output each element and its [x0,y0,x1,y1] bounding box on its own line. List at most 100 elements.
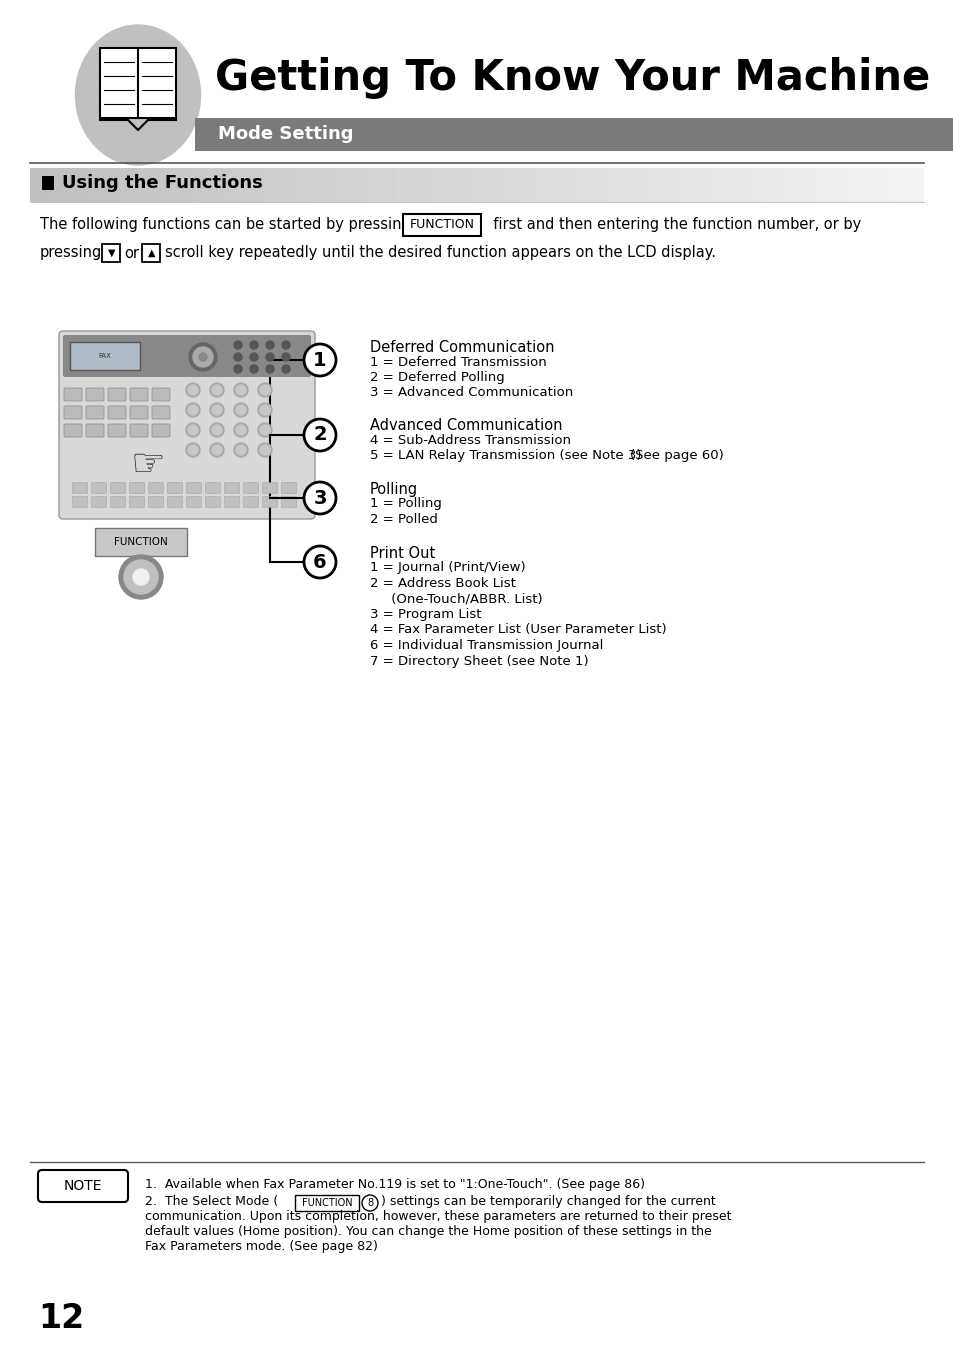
Text: Deferred Communication: Deferred Communication [370,340,554,355]
Circle shape [282,353,290,361]
FancyBboxPatch shape [86,388,104,401]
Circle shape [250,365,257,373]
FancyBboxPatch shape [63,335,311,377]
FancyBboxPatch shape [111,482,126,493]
Circle shape [282,365,290,373]
Circle shape [188,405,198,415]
Circle shape [212,405,222,415]
Text: 1 = Polling: 1 = Polling [370,497,441,511]
Circle shape [304,546,335,578]
Text: The following functions can be started by pressing: The following functions can be started b… [40,218,411,232]
FancyBboxPatch shape [281,497,296,508]
Text: 1 = Deferred Transmission: 1 = Deferred Transmission [370,355,546,369]
FancyBboxPatch shape [152,407,170,419]
Circle shape [266,340,274,349]
Circle shape [233,443,248,457]
Circle shape [132,569,149,585]
Circle shape [235,444,246,455]
Circle shape [235,426,246,435]
FancyBboxPatch shape [100,49,175,118]
Text: scroll key repeatedly until the desired function appears on the LCD display.: scroll key repeatedly until the desired … [165,246,716,261]
Circle shape [233,340,242,349]
Circle shape [266,365,274,373]
Circle shape [186,423,200,436]
Circle shape [210,382,224,397]
FancyBboxPatch shape [294,1196,358,1210]
Text: ☞: ☞ [131,446,165,484]
Circle shape [260,405,270,415]
Circle shape [188,385,198,394]
FancyBboxPatch shape [86,424,104,436]
Circle shape [266,353,274,361]
FancyBboxPatch shape [38,1170,128,1202]
Circle shape [199,353,207,361]
Circle shape [233,353,242,361]
FancyBboxPatch shape [64,407,82,419]
Text: 1.  Available when Fax Parameter No.119 is set to "1:One-Touch". (See page 86): 1. Available when Fax Parameter No.119 i… [145,1178,644,1192]
Text: 2 = Deferred Polling: 2 = Deferred Polling [370,372,504,384]
Text: default values (Home position). You can change the Home position of these settin: default values (Home position). You can … [145,1225,711,1238]
Circle shape [260,444,270,455]
Circle shape [260,426,270,435]
Circle shape [257,423,272,436]
FancyBboxPatch shape [205,482,220,493]
Text: 2 = Address Book List: 2 = Address Book List [370,577,516,590]
Circle shape [282,340,290,349]
FancyBboxPatch shape [281,482,296,493]
Circle shape [361,1196,377,1210]
FancyBboxPatch shape [149,497,163,508]
Text: 2 = Polled: 2 = Polled [370,513,437,526]
FancyBboxPatch shape [224,497,239,508]
Text: ) settings can be temporarily changed for the current: ) settings can be temporarily changed fo… [380,1196,715,1208]
Circle shape [210,423,224,436]
Text: 3: 3 [313,489,327,508]
Text: communication. Upon its completion, however, these parameters are returned to th: communication. Upon its completion, howe… [145,1210,731,1223]
FancyBboxPatch shape [86,407,104,419]
Circle shape [304,419,335,451]
Text: 1: 1 [313,350,327,370]
FancyBboxPatch shape [130,482,144,493]
Circle shape [124,561,158,594]
FancyBboxPatch shape [59,331,314,519]
FancyBboxPatch shape [402,213,480,236]
FancyBboxPatch shape [64,388,82,401]
Circle shape [304,345,335,376]
Text: FUNCTION: FUNCTION [301,1198,352,1208]
Text: Using the Functions: Using the Functions [62,174,262,192]
Circle shape [193,347,213,367]
Text: Polling: Polling [370,482,417,497]
FancyBboxPatch shape [194,118,953,151]
Circle shape [188,426,198,435]
Circle shape [257,382,272,397]
FancyBboxPatch shape [168,497,182,508]
Text: or: or [124,246,139,261]
Circle shape [188,444,198,455]
FancyBboxPatch shape [91,497,107,508]
FancyBboxPatch shape [64,424,82,436]
FancyBboxPatch shape [224,482,239,493]
Circle shape [233,382,248,397]
FancyBboxPatch shape [149,482,163,493]
Circle shape [233,365,242,373]
Text: 8: 8 [367,1198,373,1208]
Text: FUNCTION: FUNCTION [114,536,168,547]
Text: ▲: ▲ [148,249,155,258]
FancyBboxPatch shape [142,243,160,262]
Text: 3 = Program List: 3 = Program List [370,608,481,621]
FancyBboxPatch shape [72,497,88,508]
Text: 1 = Journal (Print/View): 1 = Journal (Print/View) [370,562,525,574]
FancyBboxPatch shape [168,482,182,493]
Text: 6 = Individual Transmission Journal: 6 = Individual Transmission Journal [370,639,602,653]
Text: 2: 2 [313,426,327,444]
Ellipse shape [75,26,200,165]
Circle shape [250,340,257,349]
Text: 5 = LAN Relay Transmission (see Note 3): 5 = LAN Relay Transmission (see Note 3) [370,449,640,462]
Circle shape [186,443,200,457]
Text: 12: 12 [38,1301,84,1335]
Text: Fax Parameters mode. (See page 82): Fax Parameters mode. (See page 82) [145,1240,377,1252]
Circle shape [257,403,272,417]
Text: ▼: ▼ [108,249,115,258]
FancyBboxPatch shape [152,388,170,401]
Circle shape [186,403,200,417]
Text: (See page 60): (See page 60) [629,449,723,462]
